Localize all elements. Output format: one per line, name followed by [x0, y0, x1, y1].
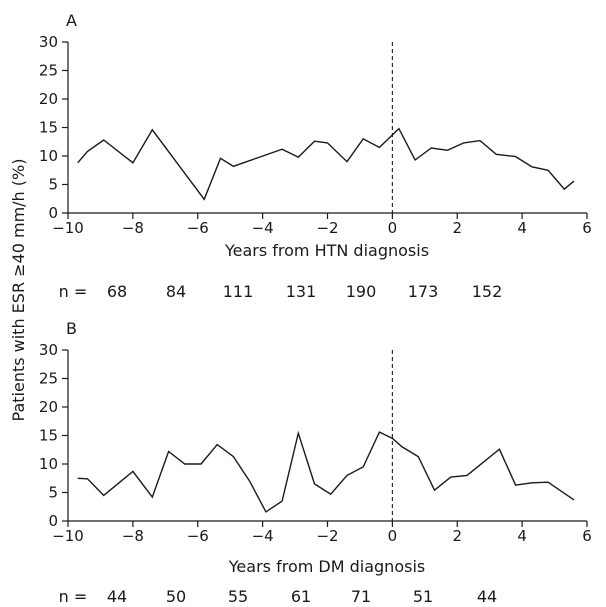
panel-b-n-value: 44 [107, 587, 127, 606]
panel-b-axes: 0 5 10 15 20 25 30 −10 −8 −6 −4 −2 0 2 4 6 [39, 341, 592, 545]
panel-b-n-value: 44 [477, 587, 497, 606]
panel-b-x-tick-label: 2 [452, 527, 462, 545]
panel-a-n-value: 173 [408, 282, 439, 301]
panel-a-y-tick-label: 25 [39, 62, 58, 80]
panel-b-label: B [66, 319, 77, 338]
panel-a-n-value: 111 [223, 282, 254, 301]
panel-a-x-tick-label: −8 [122, 219, 144, 237]
panel-b-n-value: 55 [228, 587, 248, 606]
panel-a-x-tick-label: −10 [52, 219, 84, 237]
panel-b-y-tick-label: 10 [39, 455, 58, 473]
panel-b-x-tick-label: −8 [122, 527, 144, 545]
panel-b-x-tick-label: 6 [582, 527, 592, 545]
panel-b-n-prefix: n = [59, 587, 88, 606]
panel-a-x-axis-title: Years from HTN diagnosis [224, 241, 429, 260]
panel-b-series-line [77, 430, 575, 513]
panel-a-x-tick-label: 0 [388, 219, 398, 237]
panel-a-n-value: 131 [286, 282, 317, 301]
panel-a-x-tick-label: −6 [187, 219, 209, 237]
panel-b-x-tick-label: 0 [388, 527, 398, 545]
panel-a-n-row: n = 68 84 111 131 190 173 152 [59, 282, 503, 301]
panel-b-n-value: 50 [166, 587, 186, 606]
panel-b-x-tick-label: 4 [517, 527, 527, 545]
panel-b-x-tick-label: −6 [187, 527, 209, 545]
panel-b-n-value: 51 [413, 587, 433, 606]
panel-a-label: A [66, 11, 77, 30]
panel-a-y-tick-label: 15 [39, 119, 58, 137]
panel-b-y-tick-label: 25 [39, 370, 58, 388]
panel-b-y-tick-label: 0 [48, 512, 58, 530]
panel-a-axes: 0 5 10 15 20 25 30 −10 −8 −6 −4 −2 0 2 4 6 [39, 33, 592, 237]
panel-a-y-tick-label: 30 [39, 33, 58, 51]
panel-a-n-value: 152 [472, 282, 503, 301]
panel-a-y-tick-label: 20 [39, 90, 58, 108]
panel-a-x-tick-label: 4 [517, 219, 527, 237]
panel-a-y-tick-label: 10 [39, 147, 58, 165]
panel-a-plot [77, 127, 575, 201]
panel-a-n-value: 190 [346, 282, 377, 301]
panel-b-n-row: n = 44 50 55 61 71 51 44 [59, 587, 498, 606]
y-axis-title: Patients with ESR ≥40 mm/h (%) [9, 159, 28, 422]
panel-a-y-tick-label: 0 [48, 204, 58, 222]
panel-a-n-value: 84 [166, 282, 186, 301]
panel-b-n-value: 71 [351, 587, 371, 606]
panel-b-y-tick-label: 30 [39, 341, 58, 359]
panel-b-n-value: 61 [291, 587, 311, 606]
panel-b-x-tick-label: −2 [316, 527, 338, 545]
panel-b-x-tick-label: −10 [52, 527, 84, 545]
panel-a-x-tick-label: 2 [452, 219, 462, 237]
panel-b-y-tick-label: 20 [39, 398, 58, 416]
panel-b-x-tick-label: −4 [252, 527, 274, 545]
panel-b: B 0 5 10 15 20 25 30 −10 −8 −6 −4 −2 0 2 4 6 Years from… [39, 319, 592, 606]
panel-b-y-tick-label: 5 [48, 484, 58, 502]
panel-b-plot [77, 430, 575, 513]
panel-a-n-value: 68 [107, 282, 127, 301]
panel-a-n-prefix: n = [59, 282, 88, 301]
panel-b-y-tick-label: 15 [39, 427, 58, 445]
panel-a-x-tick-label: −4 [252, 219, 274, 237]
panel-a-x-tick-label: −2 [316, 219, 338, 237]
panel-b-x-axis-title: Years from DM diagnosis [228, 557, 425, 576]
panel-a-series-line [77, 127, 575, 201]
panel-a-x-tick-label: 6 [582, 219, 592, 237]
panel-a-y-tick-label: 5 [48, 176, 58, 194]
panel-a: A 0 5 10 15 20 25 30 −10 −8 −6 −4 −2 0 2 4 6 Years from… [39, 11, 592, 301]
